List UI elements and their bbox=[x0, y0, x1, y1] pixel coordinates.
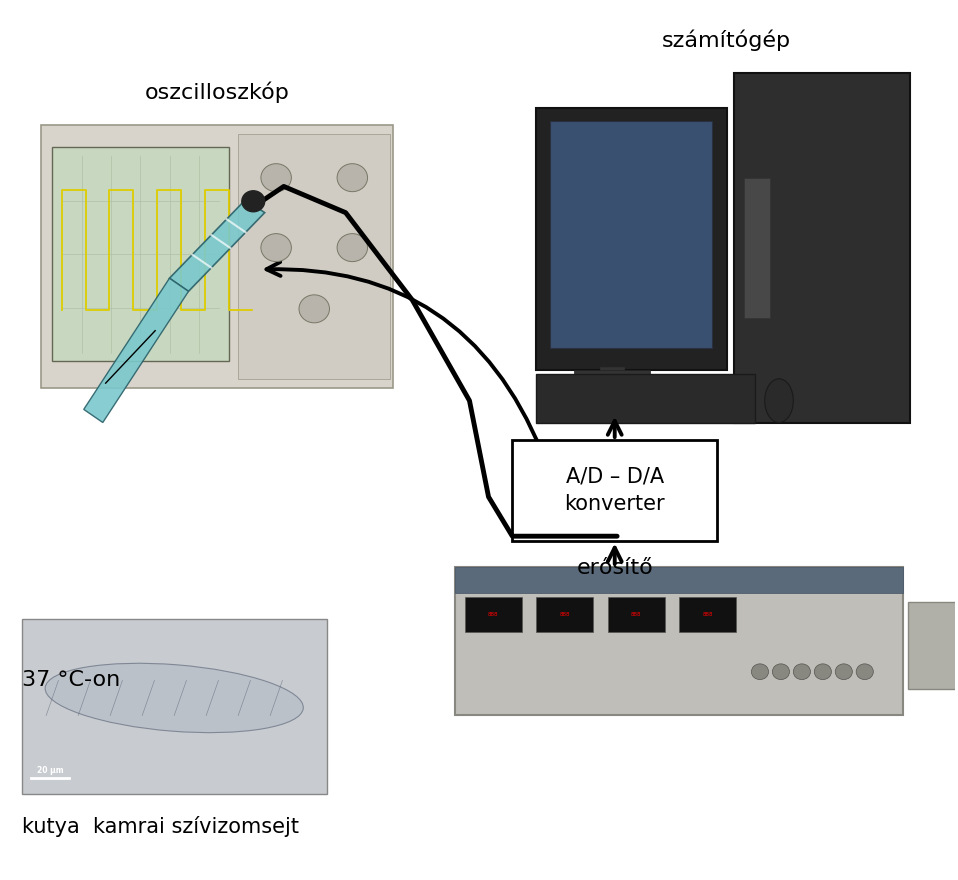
FancyBboxPatch shape bbox=[679, 598, 736, 633]
Text: 888: 888 bbox=[702, 612, 713, 618]
FancyBboxPatch shape bbox=[455, 567, 902, 715]
FancyBboxPatch shape bbox=[607, 598, 665, 633]
Circle shape bbox=[835, 664, 853, 679]
FancyBboxPatch shape bbox=[238, 134, 391, 378]
FancyBboxPatch shape bbox=[53, 147, 229, 362]
FancyBboxPatch shape bbox=[536, 374, 755, 422]
Circle shape bbox=[337, 233, 368, 261]
Text: 37 °C-on: 37 °C-on bbox=[22, 671, 120, 691]
Circle shape bbox=[337, 164, 368, 192]
FancyBboxPatch shape bbox=[41, 125, 394, 387]
Circle shape bbox=[814, 664, 832, 679]
Circle shape bbox=[261, 233, 291, 261]
Circle shape bbox=[299, 295, 330, 323]
FancyBboxPatch shape bbox=[574, 370, 650, 405]
Text: kutya  kamrai szívizomsejt: kutya kamrai szívizomsejt bbox=[22, 816, 299, 837]
FancyBboxPatch shape bbox=[465, 598, 522, 633]
Circle shape bbox=[751, 664, 768, 679]
Text: 888: 888 bbox=[559, 612, 570, 618]
Polygon shape bbox=[83, 278, 189, 422]
FancyBboxPatch shape bbox=[907, 602, 958, 689]
Text: oszcilloszkóp: oszcilloszkóp bbox=[145, 82, 289, 103]
Circle shape bbox=[241, 191, 264, 212]
Polygon shape bbox=[170, 200, 264, 291]
Ellipse shape bbox=[764, 378, 793, 422]
Text: 888: 888 bbox=[631, 612, 642, 618]
FancyBboxPatch shape bbox=[536, 107, 726, 370]
Text: számítógép: számítógép bbox=[662, 29, 791, 51]
Circle shape bbox=[856, 664, 874, 679]
FancyBboxPatch shape bbox=[22, 620, 327, 794]
Text: A/D – D/A
konverter: A/D – D/A konverter bbox=[564, 466, 665, 514]
Circle shape bbox=[261, 164, 291, 192]
Text: 888: 888 bbox=[488, 612, 498, 618]
FancyBboxPatch shape bbox=[551, 121, 713, 348]
Circle shape bbox=[772, 664, 789, 679]
Ellipse shape bbox=[45, 664, 304, 733]
Circle shape bbox=[793, 664, 810, 679]
FancyBboxPatch shape bbox=[536, 598, 593, 633]
FancyBboxPatch shape bbox=[734, 73, 909, 422]
Text: 20 μm: 20 μm bbox=[37, 766, 64, 775]
Text: erősítő: erősítő bbox=[577, 558, 653, 578]
FancyBboxPatch shape bbox=[513, 440, 718, 540]
FancyBboxPatch shape bbox=[743, 178, 770, 318]
FancyBboxPatch shape bbox=[455, 567, 902, 593]
